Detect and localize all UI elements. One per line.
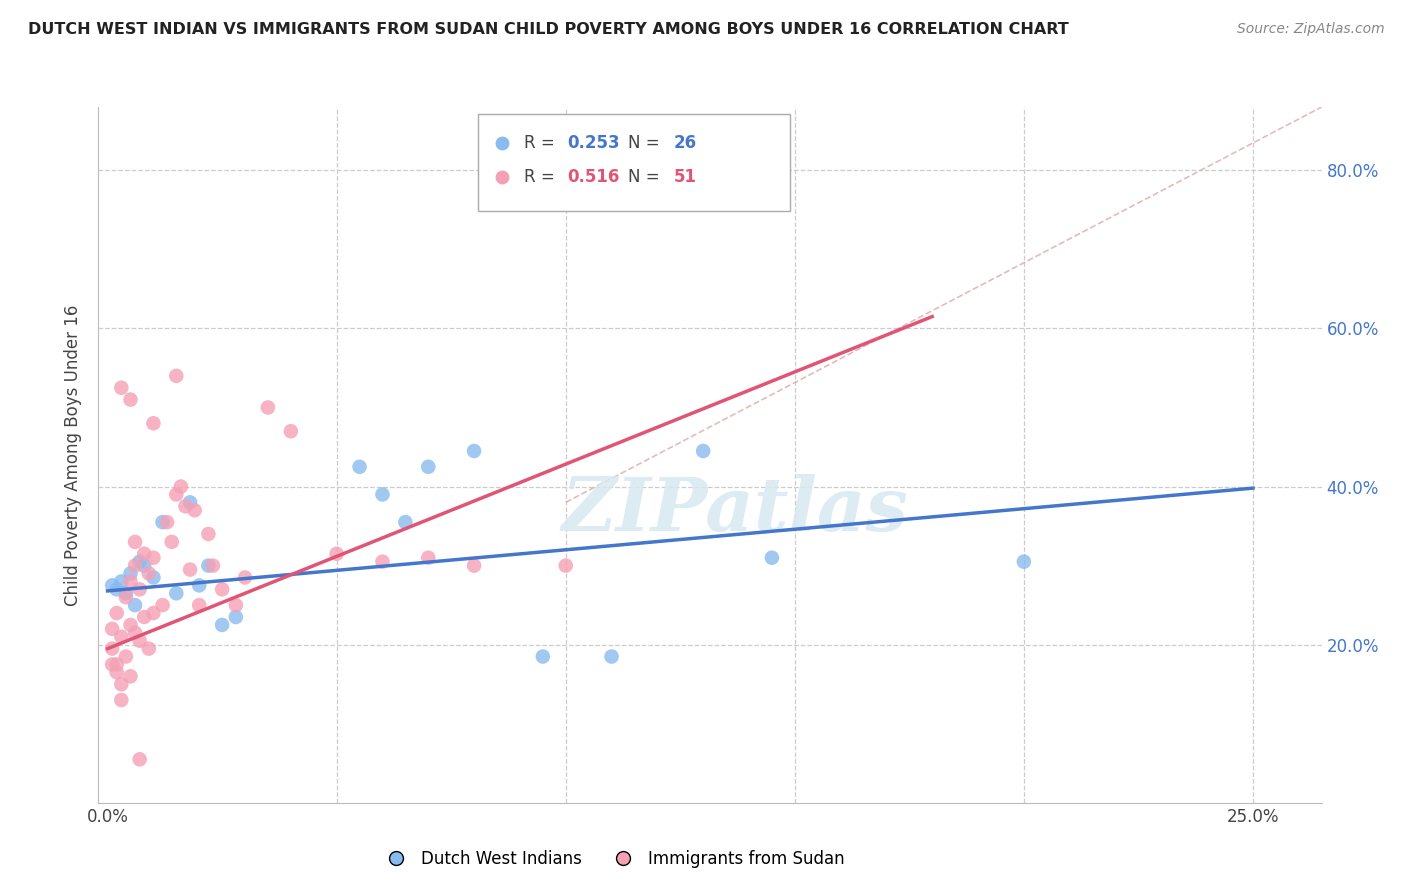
Point [110, 693, 132, 707]
Point [101, 622, 124, 636]
Text: 0.516: 0.516 [567, 168, 619, 186]
Point [225, 610, 247, 624]
Point [142, 417, 165, 431]
Point [105, 665, 128, 680]
Point [531, 649, 554, 664]
Point [138, 566, 160, 581]
Point [165, 487, 187, 501]
Point [142, 606, 165, 620]
Point [128, 633, 150, 648]
Text: R =: R = [524, 168, 560, 186]
Point [105, 582, 128, 597]
Point [120, 566, 142, 581]
Point [101, 641, 124, 656]
Point [188, 578, 211, 592]
Point [134, 547, 156, 561]
Point [211, 618, 233, 632]
Point [128, 752, 150, 766]
Point [152, 515, 174, 529]
Point [128, 555, 150, 569]
Point [225, 598, 247, 612]
Point [280, 424, 302, 438]
Point [134, 558, 156, 573]
Point [115, 649, 138, 664]
Text: 26: 26 [673, 134, 696, 152]
Point [101, 657, 124, 672]
Point [110, 381, 132, 395]
Point [201, 558, 224, 573]
Point [325, 547, 347, 561]
Text: ZIPatlas: ZIPatlas [561, 475, 908, 547]
Point [110, 677, 132, 691]
Point [394, 515, 416, 529]
Point [124, 534, 146, 549]
Point [115, 591, 138, 605]
Text: 0.253: 0.253 [567, 134, 620, 152]
Point [120, 618, 142, 632]
Point [160, 534, 183, 549]
Point [371, 487, 394, 501]
Point [124, 625, 146, 640]
Point [120, 574, 142, 589]
Point [371, 555, 394, 569]
Point [124, 598, 146, 612]
Point [134, 610, 156, 624]
Point [128, 582, 150, 597]
Point [197, 558, 219, 573]
Point [349, 459, 371, 474]
Y-axis label: Child Poverty Among Boys Under 16: Child Poverty Among Boys Under 16 [63, 304, 82, 606]
Point [142, 570, 165, 584]
Legend: Dutch West Indians, Immigrants from Sudan: Dutch West Indians, Immigrants from Suda… [373, 843, 852, 874]
Point [120, 669, 142, 683]
Point [142, 550, 165, 565]
Point [188, 598, 211, 612]
Point [124, 558, 146, 573]
Text: 51: 51 [673, 168, 696, 186]
Point [165, 586, 187, 600]
Text: N =: N = [628, 168, 665, 186]
Point [183, 503, 205, 517]
Point [120, 392, 142, 407]
Text: DUTCH WEST INDIAN VS IMMIGRANTS FROM SUDAN CHILD POVERTY AMONG BOYS UNDER 16 COR: DUTCH WEST INDIAN VS IMMIGRANTS FROM SUD… [28, 22, 1069, 37]
Point [170, 479, 193, 493]
Point [174, 500, 197, 514]
Point [554, 558, 576, 573]
Point [1012, 555, 1035, 569]
Point [105, 606, 128, 620]
Point [110, 574, 132, 589]
Point [257, 401, 280, 415]
Point [156, 515, 179, 529]
Point [600, 649, 623, 664]
Point [197, 527, 219, 541]
FancyBboxPatch shape [478, 114, 790, 211]
Point [463, 558, 485, 573]
Point [211, 582, 233, 597]
Point [418, 459, 440, 474]
Point [115, 586, 138, 600]
Point [179, 495, 201, 509]
Text: N =: N = [628, 134, 665, 152]
Point [138, 641, 160, 656]
Text: R =: R = [524, 134, 560, 152]
Point [233, 570, 256, 584]
Point [101, 578, 124, 592]
Point [179, 563, 201, 577]
Point [463, 444, 485, 458]
Point [105, 657, 128, 672]
Point [165, 368, 187, 383]
Point [761, 550, 783, 565]
Text: Source: ZipAtlas.com: Source: ZipAtlas.com [1237, 22, 1385, 37]
Point [418, 550, 440, 565]
Point [692, 444, 714, 458]
Point [110, 630, 132, 644]
Point [152, 598, 174, 612]
